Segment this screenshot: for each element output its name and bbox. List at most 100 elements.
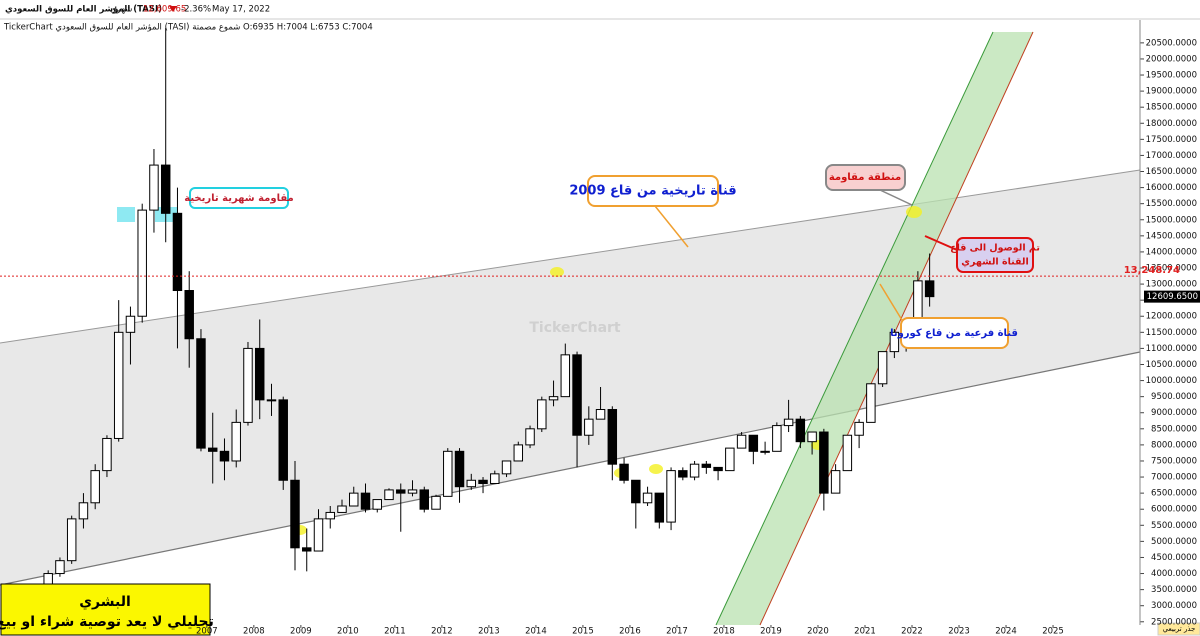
candle-body	[501, 460, 512, 475]
candle-body	[90, 470, 100, 504]
y-tick-label: 20500.0000	[1146, 38, 1197, 48]
pointer	[879, 283, 906, 326]
candle-body	[431, 495, 441, 510]
x-tick-label: 2015	[572, 627, 594, 636]
candle-body	[701, 463, 712, 468]
candle-body	[172, 212, 183, 292]
y-tick-label: 10500.0000	[1146, 360, 1197, 370]
candle-body	[689, 463, 700, 478]
pointer	[924, 235, 958, 251]
y-tick-label: 4500.0000	[1151, 553, 1197, 563]
y-tick-label: 4000.0000	[1151, 569, 1197, 579]
scale-label[interactable]: جذر تربيعي	[1163, 625, 1196, 633]
candle-body	[560, 354, 571, 398]
y-tick-label: 18000.0000	[1146, 119, 1197, 129]
candle-body	[830, 470, 841, 494]
y-tick-label: 11000.0000	[1146, 344, 1197, 354]
candle-body	[360, 492, 371, 510]
y-tick-label: 7000.0000	[1151, 473, 1197, 483]
candle-body	[243, 347, 253, 423]
candle-body	[572, 354, 582, 436]
candle-body	[595, 409, 606, 420]
candle-body	[207, 447, 218, 452]
y-tick-label: 15000.0000	[1146, 215, 1197, 225]
y-tick-label: 8000.0000	[1151, 440, 1197, 450]
y-tick-label: 16500.0000	[1146, 167, 1197, 177]
scale-button[interactable]	[1157, 622, 1200, 636]
candle-body	[842, 434, 853, 472]
candle-body	[55, 560, 65, 575]
price-tag-label: 12609.6500	[1147, 292, 1198, 302]
author: البشري	[79, 594, 131, 611]
x-tick-label: 2017	[666, 627, 688, 636]
annotation-box	[900, 317, 1009, 349]
yellow-marker	[649, 464, 663, 474]
y-tick-label: 9500.0000	[1151, 392, 1197, 402]
disclaimer: تحليلي لا يعد توصية شراء او بيع	[0, 614, 214, 630]
candle-body	[325, 511, 335, 520]
y-tick-label: 14500.0000	[1146, 231, 1197, 241]
candle-body	[231, 421, 241, 462]
candle-body	[678, 470, 688, 478]
x-tick-label: 2011	[384, 627, 406, 636]
x-tick-label: 2016	[619, 627, 641, 636]
candle-body	[666, 470, 676, 523]
candle-body	[255, 347, 265, 401]
candle-body	[713, 466, 723, 472]
annotation: قناة تاريخية من قاع 2009	[569, 184, 736, 199]
candle-body	[302, 547, 312, 552]
cyan-highlight	[117, 207, 135, 222]
candle-body	[384, 489, 394, 501]
x-tick-label: 2012	[431, 627, 453, 636]
y-tick-label: 7500.0000	[1151, 456, 1197, 466]
yellow-marker	[550, 267, 564, 277]
annotation: مقاومة شهرية تاريخية	[184, 193, 293, 204]
y-tick-label: 8500.0000	[1151, 424, 1197, 434]
y-tick-label: 3000.0000	[1151, 601, 1197, 611]
candle-body	[725, 447, 735, 472]
y-tick-label: 5500.0000	[1151, 521, 1197, 531]
candle-body	[537, 399, 547, 430]
x-tick-label: 2014	[525, 627, 547, 636]
candle-body	[924, 280, 935, 298]
candle-body	[219, 450, 230, 462]
candle-body	[78, 502, 89, 520]
candle-body	[278, 399, 288, 481]
x-tick-label: 2019	[760, 627, 782, 636]
candle-body	[854, 421, 864, 436]
candle-body	[607, 409, 618, 465]
candle-body	[137, 209, 147, 317]
y-tick-label: 19000.0000	[1146, 87, 1197, 97]
candle-body	[819, 431, 829, 494]
corona-channel-left	[715, 31, 994, 626]
y-tick-label: 2500.0000	[1151, 617, 1197, 627]
candle-body	[125, 315, 136, 333]
y-tick-label: 5000.0000	[1151, 537, 1197, 547]
candle-body	[443, 450, 453, 497]
corona-channel-right	[759, 31, 1034, 626]
annotation-box	[825, 164, 906, 191]
candle-body	[513, 444, 524, 462]
y-tick-label: 13500.0000	[1146, 264, 1197, 274]
x-tick-label: 2007	[196, 627, 218, 636]
y-tick-label: 17000.0000	[1146, 151, 1197, 161]
x-tick-label: 2010	[337, 627, 359, 636]
plot	[19, 27, 935, 625]
candle-body	[584, 418, 594, 436]
candle-body	[760, 450, 770, 453]
y-tick-label: 6000.0000	[1151, 505, 1197, 515]
y-tick-label: 3500.0000	[1151, 585, 1197, 595]
x-tick-label: 2022	[901, 627, 923, 636]
candle-body	[454, 450, 465, 488]
header-price: 12,609.65	[143, 5, 186, 15]
y-tick-label: 6500.0000	[1151, 489, 1197, 499]
watermark: TickerChart	[529, 320, 621, 336]
y-tick-label: 15500.0000	[1146, 199, 1197, 209]
candle-body	[795, 418, 806, 443]
candle-body	[631, 479, 641, 504]
subtitle: TickerChart المؤشر العام للسوق السعودي (…	[3, 23, 373, 33]
y-tick-label: 13000.0000	[1146, 280, 1197, 290]
cyan-highlight	[155, 207, 178, 222]
channel-lower	[0, 351, 1141, 586]
candle-body	[783, 418, 794, 427]
